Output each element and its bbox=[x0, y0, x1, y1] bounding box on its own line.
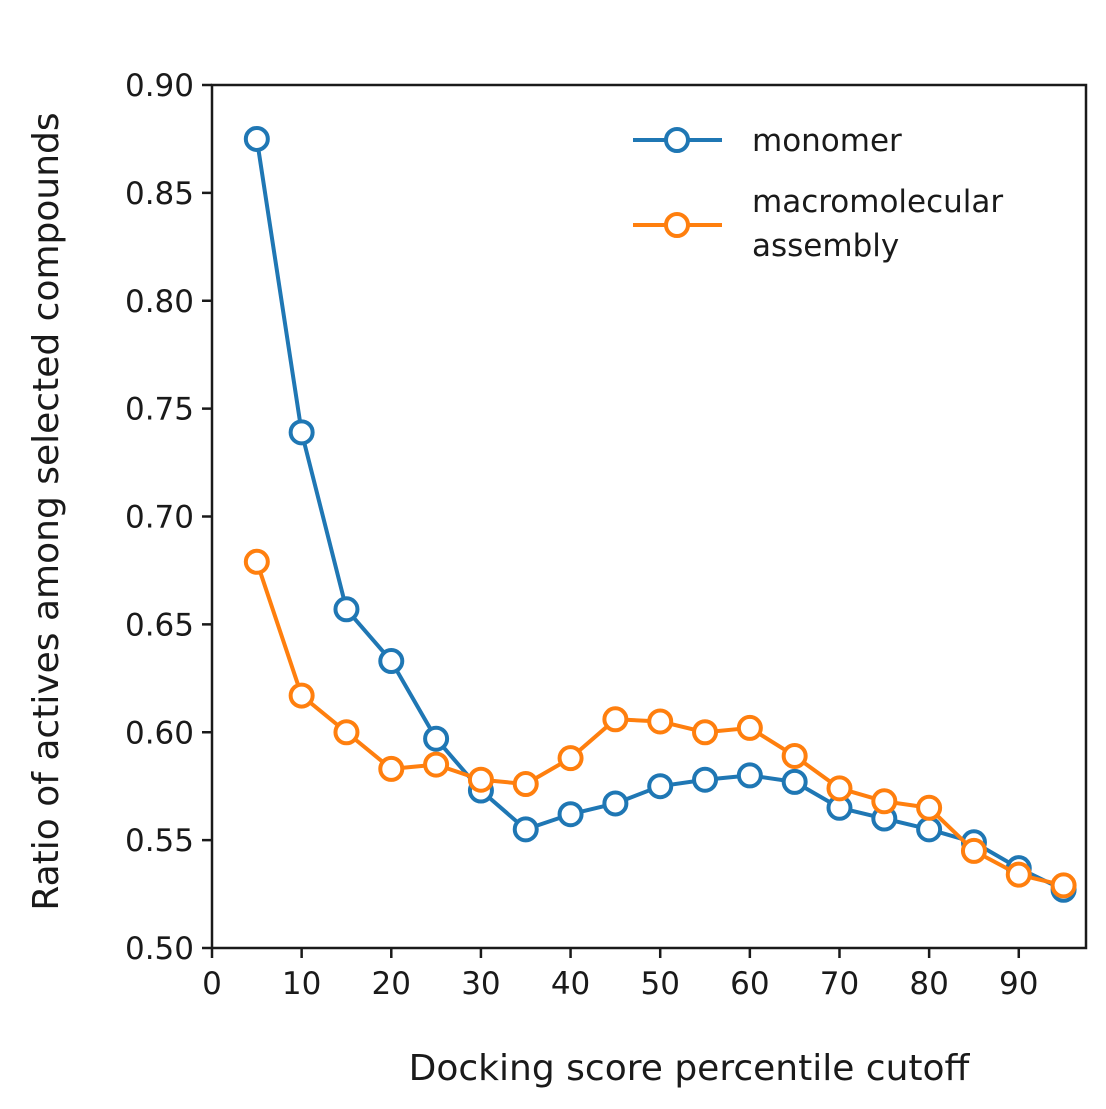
data-point bbox=[736, 714, 763, 741]
data-point bbox=[692, 719, 719, 746]
legend-entry: macromolecular assembly bbox=[633, 184, 1003, 264]
legend-label: monomer bbox=[752, 123, 902, 159]
y-tick-label: 0.90 bbox=[125, 68, 194, 104]
data-point bbox=[960, 837, 987, 864]
data-point bbox=[1050, 872, 1077, 899]
x-axis: 0 10 20 30 40 50 60 70 80 90 bbox=[202, 948, 1038, 1002]
y-tick-label: 0.60 bbox=[125, 715, 194, 751]
data-point bbox=[243, 125, 270, 152]
x-tick-label: 80 bbox=[909, 966, 948, 1002]
data-point bbox=[378, 755, 405, 782]
data-point bbox=[467, 766, 494, 793]
data-point bbox=[243, 548, 270, 575]
legend-label: macromolecular bbox=[752, 184, 1003, 220]
data-point bbox=[916, 816, 943, 843]
data-point bbox=[826, 775, 853, 802]
data-point bbox=[781, 768, 808, 795]
data-point bbox=[1005, 861, 1032, 888]
legend-swatch-marker bbox=[664, 127, 690, 153]
data-point bbox=[781, 742, 808, 769]
data-point bbox=[647, 773, 674, 800]
data-point bbox=[692, 766, 719, 793]
legend-swatch-marker bbox=[664, 212, 690, 238]
x-axis-title: Docking score percentile cutoff bbox=[409, 1048, 971, 1089]
data-point bbox=[871, 788, 898, 815]
y-tick-label: 0.75 bbox=[125, 392, 194, 428]
x-tick-label: 90 bbox=[999, 966, 1038, 1002]
legend-label: assembly bbox=[752, 228, 899, 264]
x-tick-label: 60 bbox=[730, 966, 769, 1002]
data-point bbox=[512, 771, 539, 798]
data-point bbox=[557, 745, 584, 772]
x-tick-label: 40 bbox=[551, 966, 590, 1002]
y-tick-label: 0.80 bbox=[125, 284, 194, 320]
x-tick-label: 20 bbox=[372, 966, 411, 1002]
x-tick-label: 70 bbox=[820, 966, 859, 1002]
y-tick-label: 0.85 bbox=[125, 176, 194, 212]
data-point bbox=[423, 725, 450, 752]
y-tick-label: 0.70 bbox=[125, 500, 194, 536]
x-tick-label: 30 bbox=[461, 966, 500, 1002]
legend-entry: monomer bbox=[633, 123, 902, 159]
data-point bbox=[378, 648, 405, 675]
x-tick-label: 0 bbox=[202, 966, 222, 1002]
y-axis: 0.50 0.55 0.60 0.65 0.70 0.75 0.80 0.85 0.90 bbox=[125, 68, 212, 967]
data-point bbox=[512, 816, 539, 843]
data-point bbox=[602, 790, 629, 817]
data-point bbox=[423, 751, 450, 778]
data-point bbox=[333, 719, 360, 746]
data-point bbox=[288, 682, 315, 709]
data-point bbox=[333, 596, 360, 623]
data-point bbox=[288, 419, 315, 446]
data-point bbox=[736, 762, 763, 789]
data-point bbox=[647, 708, 674, 735]
series-layer bbox=[243, 125, 1077, 903]
x-tick-label: 50 bbox=[640, 966, 679, 1002]
y-tick-label: 0.65 bbox=[125, 607, 194, 643]
data-point bbox=[557, 801, 584, 828]
y-tick-label: 0.55 bbox=[125, 823, 194, 859]
y-tick-label: 0.50 bbox=[125, 931, 194, 967]
y-axis-title: Ratio of actives among selected compound… bbox=[26, 112, 67, 910]
x-tick-label: 10 bbox=[282, 966, 321, 1002]
data-point bbox=[602, 706, 629, 733]
legend: monomer macromolecular assembly bbox=[633, 123, 1003, 264]
data-point bbox=[916, 794, 943, 821]
